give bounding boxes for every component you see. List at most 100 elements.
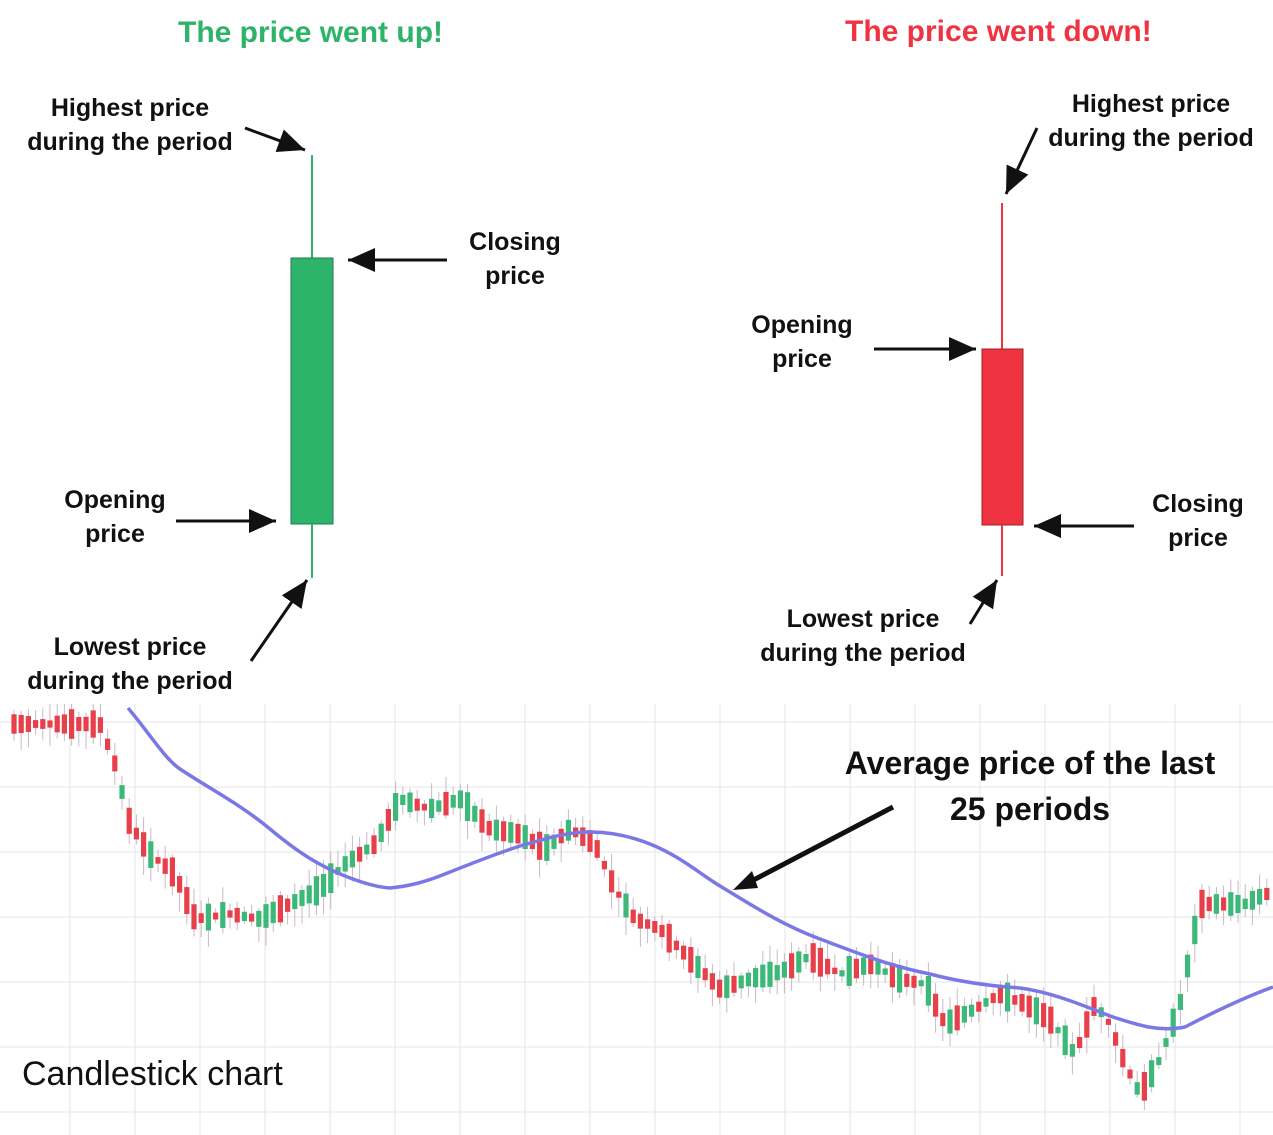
candle-body-down [61,714,67,734]
candle-body-up [1242,898,1248,910]
candle-body-up [328,863,334,894]
up-low-label: Lowest price during the period [20,630,240,698]
candle-body-up [1185,954,1191,978]
up-close-label-line1: Closing [469,228,561,256]
candle-body-down [234,907,240,923]
candle-body-down [385,808,391,831]
candle-body-up [1249,890,1255,910]
ma-label-line1: Average price of the last [844,745,1216,781]
candle-body-down [479,809,485,833]
candle-body-down [1206,896,1212,912]
candle-body-up [457,790,463,809]
candle-body-down [1091,997,1097,1016]
candle-body-up [925,975,931,1006]
ma-label-line2: 25 periods [949,791,1111,827]
candle-body-down [155,857,161,864]
down-close-label-line1: Closing [1152,490,1244,518]
up-open-label-line2: price [85,520,145,548]
down-open-label-line2: price [772,345,832,373]
candle-body-down [213,912,219,920]
candle-body-down [587,830,593,852]
candle-body-down [90,710,96,738]
candle-body-up [472,805,478,822]
candle-body-up [745,972,751,987]
candle-body-down [904,973,910,987]
candle-body-up [781,961,787,978]
candle-body-up [1069,1044,1075,1057]
candle-body-down [666,923,672,953]
chart-title: Candlestick chart [22,1055,283,1093]
candle-body-down [659,924,665,938]
candle-body-down [537,831,543,860]
candle-body-down [227,910,233,918]
candle-body-up [861,957,867,975]
candle-body-up [738,975,744,989]
candle-body-up [263,904,269,928]
candle-body-down [1221,897,1227,911]
candle-body-down [198,913,204,923]
candle-body-down [817,947,823,977]
candle-body-down [645,919,651,929]
down-open-label-line1: Opening [751,311,853,339]
candle-body-up [1033,997,1039,1025]
candle-body-up [493,819,499,841]
candle-body-down [443,791,449,816]
candle-body-down [1120,1048,1126,1068]
candle-body-up [407,792,413,813]
candle-body-up [1055,1027,1061,1034]
candle-body-down [97,717,103,733]
down-high-label: Highest price during the period [1040,87,1262,155]
candle-body-down [609,870,615,893]
candle-body-down [1077,1036,1083,1049]
candle-body-up [796,951,802,973]
candle-body-up [205,903,211,931]
up-open-label: Opening price [55,483,175,551]
candle-body-down [889,963,895,988]
candle-body-down [688,946,694,973]
candle-body-down [789,953,795,979]
down-high-label-line2: during the period [1048,124,1254,152]
candle-body-down [637,913,643,929]
candle-body-up [753,968,759,988]
candle-body-up [1149,1060,1155,1088]
candle-body-up [875,961,881,975]
candle-body-down [933,993,939,1017]
candle-body-down [810,943,816,973]
candle-body-up [724,975,730,999]
candle-body-up [897,965,903,993]
candle-body-up [349,850,355,868]
candle-body-down [69,709,75,739]
candle-body-down [1019,994,1025,1012]
down-low-label: Lowest price during the period [752,602,974,670]
up-high-label-line2: during the period [27,128,233,156]
candle-body-down [1127,1069,1133,1079]
candle-body-up [313,876,319,906]
candle-body-down [990,993,996,1004]
candle-body-up [465,792,471,821]
candle-body-down [1141,1071,1147,1101]
candle-body-down [1048,1006,1054,1034]
candle-body-down [177,876,183,893]
candle-body-down [141,832,147,857]
candle-body-up [119,785,125,799]
heading-price-down: The price went down! [845,15,1152,48]
candle-body-down [1026,995,1032,1018]
candle-body-down [1105,1018,1111,1025]
moving-average-line [126,706,1273,1031]
candle-body-up [882,968,888,975]
candle-body-down [832,967,838,975]
candle-body-down [1012,995,1018,1005]
candle-body-down [997,985,1003,1004]
candle-body-down [601,860,607,870]
candle-body-down [40,719,46,729]
candle-body-down [126,807,132,834]
candle-body-down [1084,1011,1090,1038]
candle-body-down [486,820,492,836]
candle-body-up [1257,888,1263,905]
candle-body-down [184,887,190,915]
candle-body-down [112,755,118,772]
candle-body-down [580,827,586,846]
candle-body-up [270,901,276,924]
candle-body-down [47,720,53,728]
candle-body-down [702,968,708,981]
